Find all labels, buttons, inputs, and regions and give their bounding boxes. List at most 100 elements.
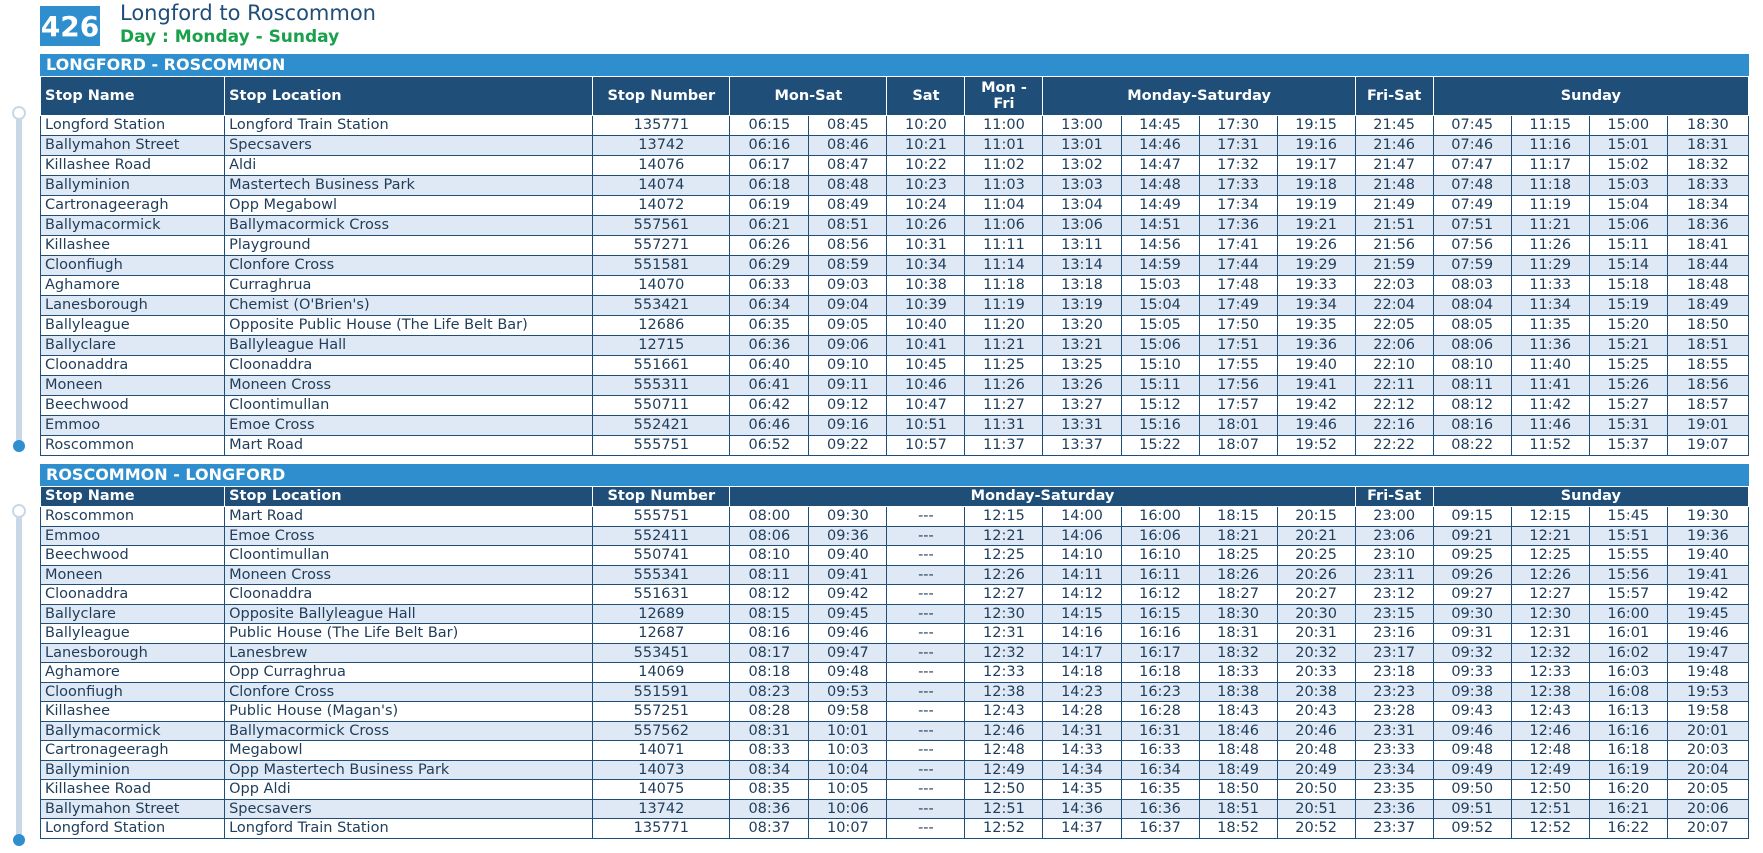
departure-time-cell: 17:32 <box>1198 155 1278 176</box>
departure-time-cell: 11:41 <box>1510 375 1590 396</box>
departure-time-cell: 14:56 <box>1120 235 1200 256</box>
stop-number-cell: 550741 <box>592 545 731 566</box>
departure-time-cell: 11:01 <box>964 135 1044 156</box>
departure-time-cell: 10:51 <box>886 415 966 436</box>
departure-time-cell: 10:34 <box>886 255 966 276</box>
departure-time-cell: 16:11 <box>1120 564 1200 585</box>
route-days: Day : Monday - Sunday <box>120 27 340 47</box>
departure-time-cell: --- <box>886 623 966 644</box>
departure-time-cell: 16:06 <box>1120 525 1200 546</box>
departure-time-cell: 11:03 <box>964 175 1044 196</box>
departure-time-cell: --- <box>886 818 966 839</box>
departure-time-cell: 18:31 <box>1198 623 1278 644</box>
departure-time-cell: 09:32 <box>1432 642 1512 663</box>
stop-number-cell: 12686 <box>592 315 731 336</box>
departure-time-cell: 23:10 <box>1354 545 1434 566</box>
stop-number-cell: 135771 <box>592 818 731 839</box>
departure-time-cell: 18:01 <box>1198 415 1278 436</box>
departure-time-cell: 09:46 <box>1432 720 1512 741</box>
departure-time-cell: --- <box>886 740 966 761</box>
departure-time-cell: 09:04 <box>808 295 888 316</box>
departure-time-cell: 11:37 <box>964 435 1044 456</box>
departure-time-cell: --- <box>886 525 966 546</box>
departure-time-cell: 09:25 <box>1432 545 1512 566</box>
table-row: Ballymacormick Ballymacormick Cross 557562… <box>39 720 1750 741</box>
departure-time-cell: --- <box>886 506 966 527</box>
departure-time-cell: 18:27 <box>1198 584 1278 605</box>
departure-time-cell: 16:23 <box>1120 681 1200 702</box>
departure-time-cell: 23:34 <box>1354 759 1434 780</box>
departure-time-cell: 10:31 <box>886 235 966 256</box>
table-row: Ballymahon Street Specsavers 13742 08:36 10:… <box>39 798 1750 819</box>
departure-time-cell: 14:47 <box>1120 155 1200 176</box>
inbound-section-title: ROSCOMMON - LONGFORD <box>40 464 1749 486</box>
departure-time-cell: 16:22 <box>1588 818 1668 839</box>
table-row: Cloonfiugh Clonfore Cross 551581 06:29 08:59… <box>39 255 1750 276</box>
table-row: Cloonaddra Cloonaddra 551631 08:12 09:42 --- 1… <box>39 584 1750 605</box>
departure-time-cell: 09:16 <box>808 415 888 436</box>
stop-location-cell: Ballyleague Hall <box>224 335 594 356</box>
departure-time-cell: 19:15 <box>1276 115 1356 136</box>
departure-time-cell: 17:50 <box>1198 315 1278 336</box>
departure-time-cell: 11:15 <box>1510 115 1590 136</box>
departure-time-cell: 16:12 <box>1120 584 1200 605</box>
departure-time-cell: 15:26 <box>1588 375 1668 396</box>
departure-time-cell: 20:15 <box>1276 506 1356 527</box>
departure-time-cell: 13:06 <box>1042 215 1122 236</box>
departure-time-cell: 06:35 <box>729 315 810 336</box>
departure-time-cell: 08:12 <box>1432 395 1512 416</box>
departure-time-cell: 15:10 <box>1120 355 1200 376</box>
departure-time-cell: 14:37 <box>1042 818 1122 839</box>
departure-time-cell: 16:18 <box>1120 662 1200 683</box>
departure-time-cell: 23:11 <box>1354 564 1434 585</box>
departure-time-cell: 15:03 <box>1120 275 1200 296</box>
departure-time-cell: 10:06 <box>808 798 888 819</box>
departure-time-cell: 15:14 <box>1588 255 1668 276</box>
departure-time-cell: 09:40 <box>808 545 888 566</box>
departure-time-cell: 10:03 <box>808 740 888 761</box>
departure-time-cell: 17:34 <box>1198 195 1278 216</box>
stop-location-cell: Ballymacormick Cross <box>224 215 594 236</box>
departure-time-cell: 09:03 <box>808 275 888 296</box>
departure-time-cell: 12:30 <box>1510 603 1590 624</box>
stop-number-cell: 14076 <box>592 155 731 176</box>
stop-number-cell: 14072 <box>592 195 731 216</box>
departure-time-cell: 12:38 <box>964 681 1044 702</box>
departure-time-cell: 12:26 <box>1510 564 1590 585</box>
stop-location-cell: Mart Road <box>224 435 594 456</box>
departure-time-cell: 19:46 <box>1276 415 1356 436</box>
departure-time-cell: 06:18 <box>729 175 810 196</box>
departure-time-cell: 22:22 <box>1354 435 1434 456</box>
departure-time-cell: 20:48 <box>1276 740 1356 761</box>
departure-time-cell: 08:51 <box>808 215 888 236</box>
departure-time-cell: 06:42 <box>729 395 810 416</box>
departure-time-cell: 21:48 <box>1354 175 1434 196</box>
departure-time-cell: 23:00 <box>1354 506 1434 527</box>
departure-time-cell: 21:51 <box>1354 215 1434 236</box>
header-group-sunday: Sunday <box>1432 76 1750 116</box>
departure-time-cell: 10:20 <box>886 115 966 136</box>
departure-time-cell: 21:59 <box>1354 255 1434 276</box>
table-row: Ballyclare Ballyleague Hall 12715 06:36 09:0… <box>39 335 1750 356</box>
departure-time-cell: 10:57 <box>886 435 966 456</box>
departure-time-cell: 14:36 <box>1042 798 1122 819</box>
stop-number-cell: 13742 <box>592 798 731 819</box>
departure-time-cell: 14:10 <box>1042 545 1122 566</box>
table-row: Emmoo Emoe Cross 552411 08:06 09:36 --- 12:21 1… <box>39 525 1750 546</box>
departure-time-cell: 18:32 <box>1198 642 1278 663</box>
table-row: Aghamore Curraghrua 14070 06:33 09:03 10:38 11… <box>39 275 1750 296</box>
departure-time-cell: 10:41 <box>886 335 966 356</box>
departure-time-cell: 10:24 <box>886 195 966 216</box>
departure-time-cell: 10:40 <box>886 315 966 336</box>
departure-time-cell: 20:26 <box>1276 564 1356 585</box>
departure-time-cell: 19:45 <box>1666 603 1750 624</box>
departure-time-cell: 08:10 <box>1432 355 1512 376</box>
stop-number-cell: 14069 <box>592 662 731 683</box>
departure-time-cell: 09:21 <box>1432 525 1512 546</box>
departure-time-cell: 11:16 <box>1510 135 1590 156</box>
departure-time-cell: 12:50 <box>964 779 1044 800</box>
departure-time-cell: 12:15 <box>1510 506 1590 527</box>
departure-time-cell: 09:26 <box>1432 564 1512 585</box>
departure-time-cell: 15:22 <box>1120 435 1200 456</box>
departure-time-cell: 14:45 <box>1120 115 1200 136</box>
